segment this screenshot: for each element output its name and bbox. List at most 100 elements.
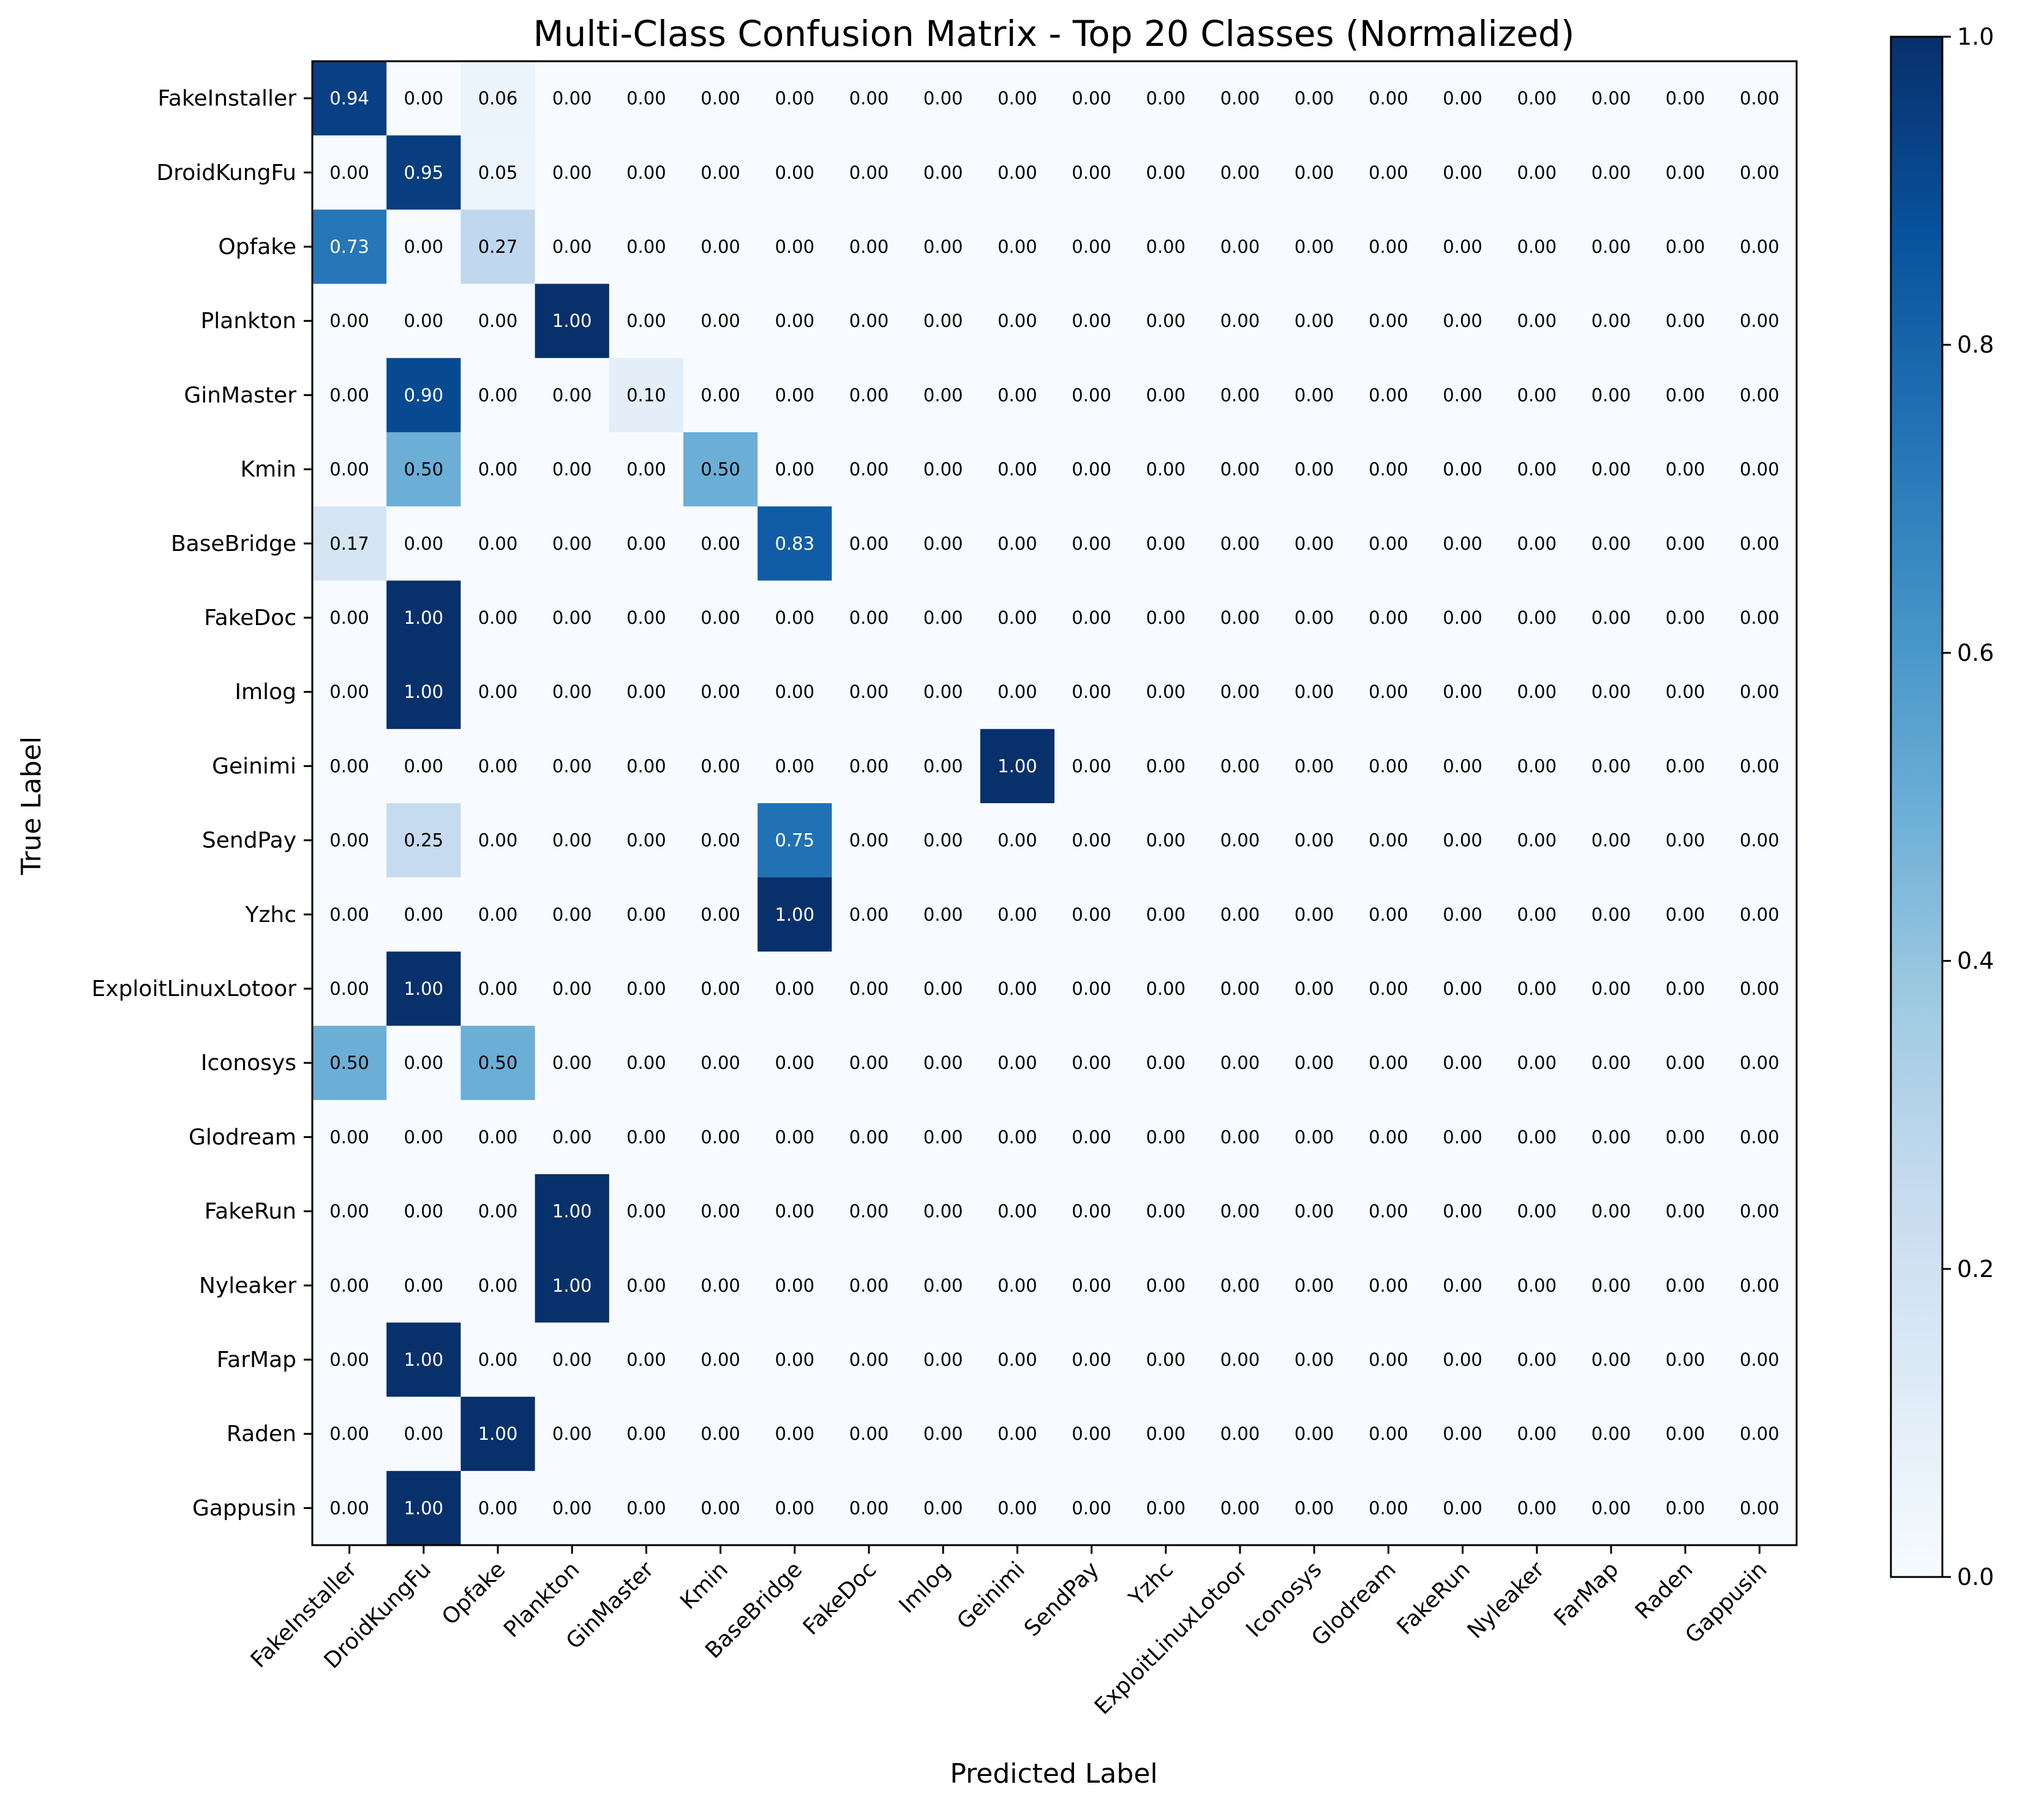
cell-value-label: 0.00 bbox=[849, 310, 889, 331]
heatmap-cell bbox=[1054, 1248, 1129, 1323]
cell-value-label: 0.27 bbox=[478, 236, 518, 257]
cell-value-label: 0.00 bbox=[849, 1423, 889, 1444]
heatmap-cell bbox=[1722, 506, 1797, 581]
heatmap-cell bbox=[1129, 506, 1203, 581]
heatmap-cell bbox=[1500, 506, 1574, 581]
cell-value-label: 0.00 bbox=[775, 384, 815, 405]
cell-value-label: 0.00 bbox=[1146, 1275, 1186, 1296]
heatmap-cell bbox=[312, 580, 387, 656]
heatmap-cell bbox=[906, 951, 981, 1027]
heatmap-cell bbox=[1722, 432, 1797, 507]
cell-value-label: 0.00 bbox=[1220, 1052, 1260, 1073]
heatmap-cell bbox=[1722, 951, 1797, 1027]
cell-value-label: 0.00 bbox=[1666, 88, 1705, 109]
heatmap-cell bbox=[832, 432, 907, 507]
cell-value-label: 0.00 bbox=[1146, 384, 1186, 405]
cell-value-label: 0.00 bbox=[775, 1052, 815, 1073]
cell-value-label: 0.00 bbox=[1740, 236, 1779, 257]
cell-value-label: 0.00 bbox=[626, 755, 666, 776]
cell-value-label: 0.00 bbox=[701, 830, 740, 851]
cell-value-label: 0.00 bbox=[998, 1201, 1037, 1222]
cell-value-label: 0.00 bbox=[1591, 459, 1631, 480]
heatmap-cell bbox=[906, 580, 981, 656]
heatmap-cell bbox=[1426, 1470, 1500, 1546]
cell-value-label: 0.00 bbox=[1146, 1349, 1186, 1370]
heatmap-cell bbox=[1648, 580, 1723, 656]
cell-value-label: 0.00 bbox=[1369, 1201, 1408, 1222]
heatmap-cell bbox=[386, 803, 461, 878]
heatmap-cell bbox=[1500, 580, 1574, 656]
cell-value-label: 0.00 bbox=[1294, 1275, 1334, 1296]
cell-value-label: 0.00 bbox=[1146, 1201, 1186, 1222]
heatmap-cell bbox=[312, 432, 387, 507]
cell-value-label: 0.00 bbox=[1072, 1052, 1111, 1073]
cell-value-label: 0.00 bbox=[1591, 1126, 1631, 1147]
cell-value-label: 0.00 bbox=[775, 755, 815, 776]
cell-value-label: 0.00 bbox=[1146, 607, 1186, 628]
cell-value-label: 0.00 bbox=[1294, 1497, 1334, 1518]
cell-value-label: 0.00 bbox=[1294, 533, 1334, 554]
cell-value-label: 0.00 bbox=[1517, 607, 1557, 628]
heatmap-cell bbox=[1426, 728, 1500, 804]
cell-value-label: 0.00 bbox=[1443, 1052, 1482, 1073]
heatmap-cell bbox=[1054, 877, 1129, 952]
cell-value-label: 0.00 bbox=[701, 904, 740, 925]
heatmap-cell bbox=[1574, 951, 1649, 1027]
cell-value-label: 0.00 bbox=[775, 1349, 815, 1370]
cell-value-label: 0.50 bbox=[329, 1052, 369, 1073]
heatmap-cell bbox=[757, 1025, 832, 1101]
cell-value-label: 0.00 bbox=[1146, 310, 1186, 331]
cell-value-label: 0.00 bbox=[1443, 755, 1482, 776]
heatmap-cell bbox=[609, 1174, 684, 1249]
cell-value-label: 0.00 bbox=[1591, 1275, 1631, 1296]
cell-value-label: 0.00 bbox=[923, 978, 963, 999]
heatmap-cell bbox=[1277, 654, 1352, 730]
heatmap-cell bbox=[1351, 1322, 1426, 1398]
cell-value-label: 0.00 bbox=[626, 904, 666, 925]
heatmap-cell bbox=[1722, 1470, 1797, 1546]
heatmap-cell bbox=[1722, 61, 1797, 136]
heatmap-cell bbox=[757, 1470, 832, 1546]
heatmap-cell bbox=[1277, 135, 1352, 210]
heatmap-cell bbox=[757, 283, 832, 359]
heatmap-cell bbox=[535, 951, 610, 1027]
heatmap-cell bbox=[312, 803, 387, 878]
cell-value-label: 0.00 bbox=[552, 1126, 592, 1147]
heatmap-cell bbox=[1648, 432, 1723, 507]
heatmap-cell bbox=[1500, 61, 1574, 136]
heatmap-cell bbox=[1426, 1099, 1500, 1175]
heatmap-cell bbox=[609, 1099, 684, 1175]
cell-value-label: 0.00 bbox=[329, 1423, 369, 1444]
cell-value-label: 0.00 bbox=[1072, 1201, 1111, 1222]
heatmap-cell bbox=[1426, 951, 1500, 1027]
cell-value-label: 0.00 bbox=[1146, 1497, 1186, 1518]
cell-value-label: 0.00 bbox=[923, 310, 963, 331]
cell-value-label: 0.00 bbox=[1369, 1423, 1408, 1444]
heatmap-cell bbox=[906, 1470, 981, 1546]
heatmap-cell bbox=[906, 803, 981, 878]
heatmap-cell bbox=[1203, 1396, 1278, 1472]
heatmap-cell bbox=[535, 728, 610, 804]
heatmap-cell bbox=[1426, 209, 1500, 285]
heatmap-cell bbox=[1500, 877, 1574, 952]
heatmap-cell bbox=[1203, 1248, 1278, 1323]
heatmap-cell bbox=[312, 877, 387, 952]
cell-value-label: 0.00 bbox=[998, 830, 1037, 851]
heatmap-cell bbox=[1500, 1099, 1574, 1175]
heatmap-cell bbox=[1129, 432, 1203, 507]
heatmap-cell bbox=[1129, 1174, 1203, 1249]
cell-value-label: 0.00 bbox=[1369, 459, 1408, 480]
cell-value-label: 0.00 bbox=[923, 88, 963, 109]
heatmap-cell bbox=[609, 506, 684, 581]
heatmap-cell bbox=[683, 283, 758, 359]
heatmap-cell bbox=[980, 209, 1055, 285]
heatmap-cell bbox=[1426, 580, 1500, 656]
cell-value-label: 0.00 bbox=[626, 1275, 666, 1296]
cell-value-label: 0.75 bbox=[775, 830, 815, 851]
cell-value-label: 0.00 bbox=[1443, 830, 1482, 851]
heatmap-cell bbox=[460, 1322, 536, 1398]
cell-value-label: 0.00 bbox=[626, 681, 666, 702]
heatmap-cell bbox=[1722, 1174, 1797, 1249]
cell-value-label: 0.00 bbox=[1443, 1275, 1482, 1296]
cell-value-label: 0.00 bbox=[849, 607, 889, 628]
